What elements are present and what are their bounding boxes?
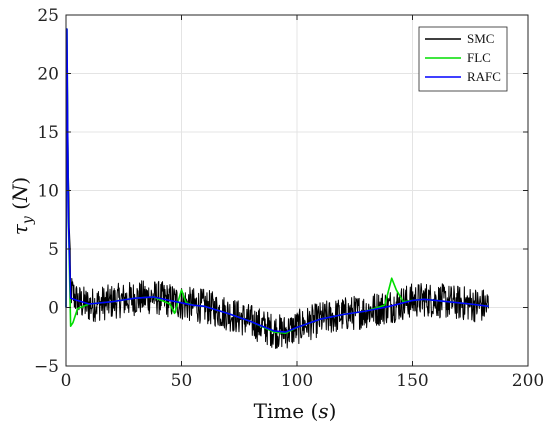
- y-tick-label: 20: [37, 65, 59, 85]
- x-tick-label: 100: [281, 371, 313, 391]
- series-line-rafc: [65, 28, 489, 333]
- y-tick-label: −5: [34, 357, 59, 377]
- y-tick-label: 10: [37, 182, 59, 202]
- y-tick-label: 25: [37, 6, 59, 26]
- legend: SMC FLC RAFC: [418, 26, 508, 92]
- y-tick-label: 0: [48, 299, 59, 319]
- y-tick-label: 15: [37, 123, 59, 143]
- series-line-smc: [65, 56, 489, 349]
- plot-area: [65, 28, 489, 349]
- legend-label-smc: SMC: [467, 31, 494, 46]
- x-tick-label: 50: [171, 371, 193, 391]
- y-tick-label: 5: [48, 240, 59, 260]
- x-tick-label: 0: [61, 371, 72, 391]
- legend-box: [418, 26, 508, 92]
- legend-label-flc: FLC: [467, 50, 491, 65]
- y-axis-label: τy (N): [8, 177, 36, 235]
- axis-ticks: [65, 14, 529, 367]
- legend-label-rafc: RAFC: [467, 69, 501, 84]
- x-tick-label: 150: [396, 371, 428, 391]
- x-axis-label: Time (s): [254, 399, 337, 423]
- x-tick-label: 200: [512, 371, 544, 391]
- grid-lines: [66, 15, 528, 366]
